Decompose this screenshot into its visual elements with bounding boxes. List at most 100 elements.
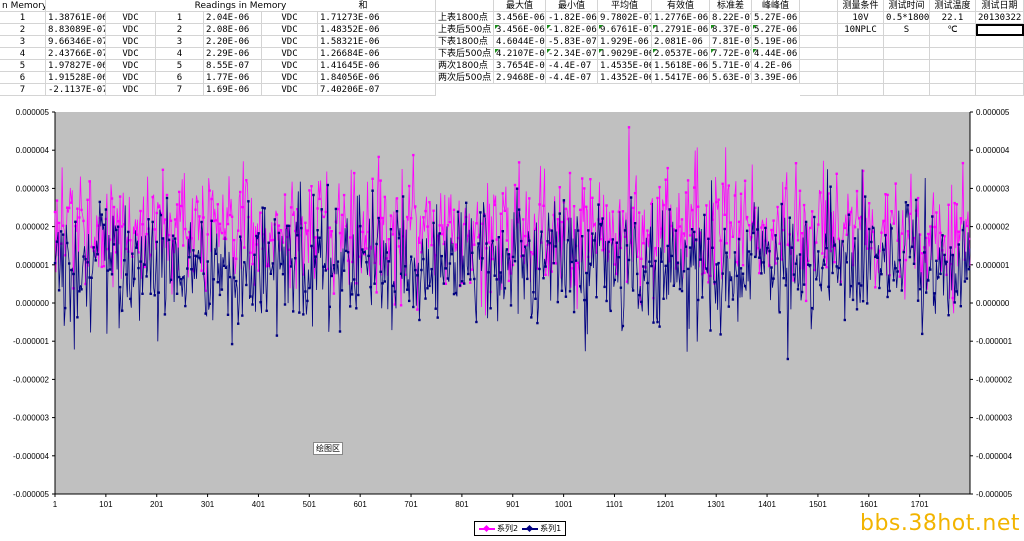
filler-1[interactable] bbox=[800, 12, 838, 24]
cell-v1-row-2[interactable]: 8.83089E-07 bbox=[46, 24, 106, 36]
col-b-header[interactable]: Readings in Memory bbox=[46, 0, 436, 12]
cond-row1-2[interactable]: 22.1 bbox=[930, 12, 976, 24]
stats-pp-row-4[interactable]: 4.44E-06 bbox=[752, 48, 800, 60]
filler-5[interactable] bbox=[800, 60, 838, 72]
stats-pp-row-1[interactable]: 5.27E-06 bbox=[752, 12, 800, 24]
series-line-系列2[interactable] bbox=[54, 127, 971, 316]
cell-v2-row-3[interactable]: 2.20E-06 bbox=[204, 36, 262, 48]
cond-empty-3-1[interactable] bbox=[884, 36, 930, 48]
filler-3[interactable] bbox=[800, 36, 838, 48]
stats-std-row-2[interactable]: 8.37E-07 bbox=[710, 24, 752, 36]
stats-max-row-1[interactable]: 3.456E-06 bbox=[494, 12, 546, 24]
cond-header-1[interactable]: 测试时间 bbox=[884, 0, 930, 12]
stats-label-row-6[interactable]: 两次后500点 bbox=[436, 72, 494, 84]
cell-v2-row-7[interactable]: 1.69E-06 bbox=[204, 84, 262, 96]
cond-row1-1[interactable]: 0.5*1800 bbox=[884, 12, 930, 24]
cell-v2-row-2[interactable]: 2.08E-06 bbox=[204, 24, 262, 36]
stats-label-row-2[interactable]: 上表后500点 bbox=[436, 24, 494, 36]
stats-std-row-1[interactable]: 8.22E-07 bbox=[710, 12, 752, 24]
cell-v2-row-6[interactable]: 1.77E-06 bbox=[204, 72, 262, 84]
chart-legend[interactable]: 系列2 系列1 bbox=[474, 521, 567, 536]
stats-rms-row-1[interactable]: 1.2776E-06 bbox=[652, 12, 710, 24]
filler-4[interactable] bbox=[800, 48, 838, 60]
cell-n-row-7[interactable]: 7 bbox=[0, 84, 46, 96]
cond-empty-7-0[interactable] bbox=[838, 84, 884, 96]
cell-n-row-1[interactable]: 1 bbox=[0, 12, 46, 24]
cell-n-row-5[interactable]: 5 bbox=[0, 60, 46, 72]
cell-u1-row-3[interactable]: VDC bbox=[106, 36, 156, 48]
cond-empty-5-3[interactable] bbox=[976, 60, 1024, 72]
cond-empty-7-2[interactable] bbox=[930, 84, 976, 96]
cell-u1-row-6[interactable]: VDC bbox=[106, 72, 156, 84]
cell-n-row-3[interactable]: 3 bbox=[0, 36, 46, 48]
cell-v1-row-6[interactable]: 1.91528E-06 bbox=[46, 72, 106, 84]
stats-pp-row-3[interactable]: 5.19E-06 bbox=[752, 36, 800, 48]
cell-u1-row-7[interactable]: VDC bbox=[106, 84, 156, 96]
cell-n-row-6[interactable]: 6 bbox=[0, 72, 46, 84]
stats-label-row-4[interactable]: 下表后500点 bbox=[436, 48, 494, 60]
cond-row2-3[interactable] bbox=[976, 24, 1024, 36]
stats-avg-row-6[interactable]: 1.4352E-06 bbox=[598, 72, 652, 84]
cond-empty-6-3[interactable] bbox=[976, 72, 1024, 84]
stats-pp-row-2[interactable]: 5.27E-06 bbox=[752, 24, 800, 36]
stats-max-row-6[interactable]: 2.9468E-06 bbox=[494, 72, 546, 84]
filler-7[interactable] bbox=[800, 84, 838, 96]
cell-v2-row-1[interactable]: 2.04E-06 bbox=[204, 12, 262, 24]
stats-max-row-4[interactable]: 4.2107E-06 bbox=[494, 48, 546, 60]
cond-row2-0[interactable]: 10NPLC bbox=[838, 24, 884, 36]
stats-std-row-6[interactable]: 5.63E-07 bbox=[710, 72, 752, 84]
cond-header-0[interactable]: 测量条件 bbox=[838, 0, 884, 12]
cell-v1-row-1[interactable]: 1.38761E-06 bbox=[46, 12, 106, 24]
stats-avg-row-5[interactable]: 1.4535E-06 bbox=[598, 60, 652, 72]
stats-std-row-3[interactable]: 7.81E-07 bbox=[710, 36, 752, 48]
cond-empty-3-0[interactable] bbox=[838, 36, 884, 48]
stats-min-row-1[interactable]: -1.82E-06 bbox=[546, 12, 598, 24]
filler-6[interactable] bbox=[800, 72, 838, 84]
stats-rms-row-4[interactable]: 2.0537E-06 bbox=[652, 48, 710, 60]
cond-empty-5-1[interactable] bbox=[884, 60, 930, 72]
stats-avg-row-3[interactable]: 1.929E-06 bbox=[598, 36, 652, 48]
filler-col[interactable] bbox=[800, 0, 838, 12]
stats-rms-row-2[interactable]: 1.2791E-06 bbox=[652, 24, 710, 36]
cond-empty-5-0[interactable] bbox=[838, 60, 884, 72]
cell-u2-row-1[interactable]: VDC bbox=[262, 12, 318, 24]
cond-row2-1[interactable]: S bbox=[884, 24, 930, 36]
cell-n2-row-5[interactable]: 5 bbox=[156, 60, 204, 72]
cond-empty-4-0[interactable] bbox=[838, 48, 884, 60]
col-sum-header[interactable]: 和 bbox=[358, 1, 368, 11]
cell-u2-row-3[interactable]: VDC bbox=[262, 36, 318, 48]
cell-v1-row-7[interactable]: -2.1137E-07 bbox=[46, 84, 106, 96]
cell-sum-row-5[interactable]: 1.41645E-06 bbox=[318, 60, 436, 72]
cell-u1-row-4[interactable]: VDC bbox=[106, 48, 156, 60]
chart-area[interactable]: 0.000005 0.000004 0.000003 0.000002 0.000001… bbox=[0, 96, 1024, 538]
cell-u1-row-5[interactable]: VDC bbox=[106, 60, 156, 72]
cond-empty-7-3[interactable] bbox=[976, 84, 1024, 96]
stats-max-row-2[interactable]: 3.456E-06 bbox=[494, 24, 546, 36]
cell-n2-row-4[interactable]: 4 bbox=[156, 48, 204, 60]
cell-sum-row-3[interactable]: 1.58321E-06 bbox=[318, 36, 436, 48]
cond-empty-6-2[interactable] bbox=[930, 72, 976, 84]
cell-sum-row-4[interactable]: 1.26684E-06 bbox=[318, 48, 436, 60]
cell-v2-row-4[interactable]: 2.29E-06 bbox=[204, 48, 262, 60]
stats-avg-row-4[interactable]: 1.9029E-06 bbox=[598, 48, 652, 60]
stats-label-row-3[interactable]: 下表1800点 bbox=[436, 36, 494, 48]
cond-empty-3-2[interactable] bbox=[930, 36, 976, 48]
cell-sum-row-1[interactable]: 1.71273E-06 bbox=[318, 12, 436, 24]
line-chart[interactable]: 0.000005 0.000004 0.000003 0.000002 0.000001… bbox=[0, 96, 1024, 538]
stats-pp-row-6[interactable]: 3.39E-06 bbox=[752, 72, 800, 84]
cell-u1-row-2[interactable]: VDC bbox=[106, 24, 156, 36]
cell-u2-row-2[interactable]: VDC bbox=[262, 24, 318, 36]
stats-pp-row-5[interactable]: 4.2E-06 bbox=[752, 60, 800, 72]
cell-v1-row-3[interactable]: 9.66346E-07 bbox=[46, 36, 106, 48]
cell-n-row-4[interactable]: 4 bbox=[0, 48, 46, 60]
cell-n2-row-2[interactable]: 2 bbox=[156, 24, 204, 36]
cell-sum-row-7[interactable]: 7.40206E-07 bbox=[318, 84, 436, 96]
stats-header-1[interactable]: 最小值 bbox=[546, 0, 598, 12]
stats-min-row-5[interactable]: -4.4E-07 bbox=[546, 60, 598, 72]
cond-row1-0[interactable]: 10V bbox=[838, 12, 884, 24]
stats-max-row-5[interactable]: 3.7654E-06 bbox=[494, 60, 546, 72]
cell-sum-row-6[interactable]: 1.84056E-06 bbox=[318, 72, 436, 84]
stats-min-row-3[interactable]: -5.83E-07 bbox=[546, 36, 598, 48]
cell-u2-row-6[interactable]: VDC bbox=[262, 72, 318, 84]
cell-u2-row-7[interactable]: VDC bbox=[262, 84, 318, 96]
